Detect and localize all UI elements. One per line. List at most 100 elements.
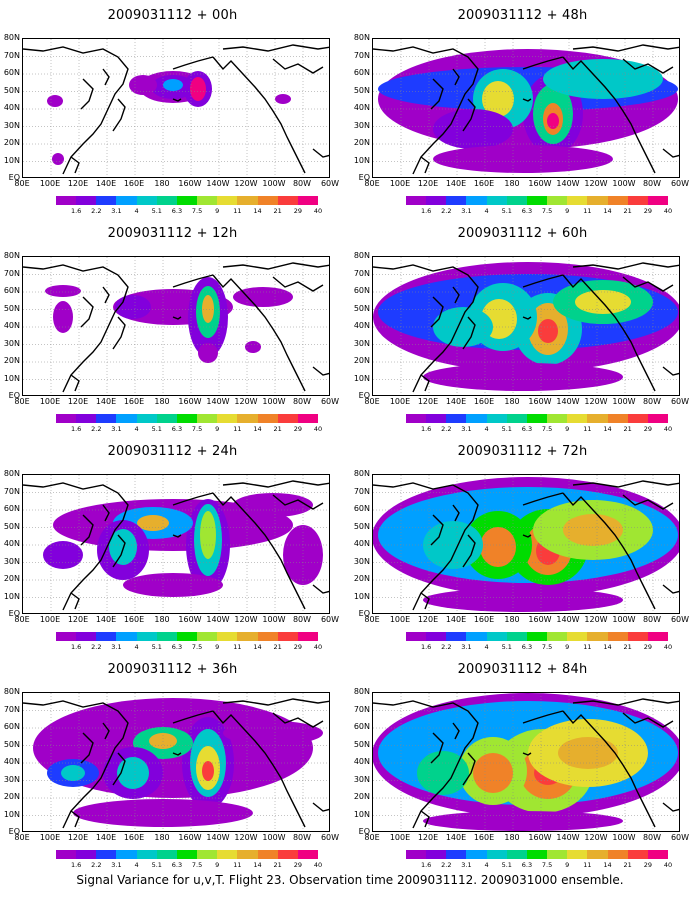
field-map-svg bbox=[23, 475, 329, 613]
longitude-tick-label: 60W bbox=[320, 615, 340, 624]
variance-contour-region bbox=[200, 511, 216, 559]
colorbar bbox=[406, 196, 669, 205]
map-plot-area bbox=[22, 474, 330, 614]
colorbar-level-label: 11 bbox=[583, 207, 592, 215]
coastline bbox=[222, 480, 329, 488]
coastline bbox=[222, 44, 329, 52]
colorbar-swatch bbox=[197, 414, 218, 423]
latitude-tick-label: 20N bbox=[3, 574, 20, 583]
colorbar-level-label: 5.1 bbox=[151, 207, 162, 215]
colorbar-level-label: 2.2 bbox=[441, 643, 452, 651]
colorbar-swatch bbox=[76, 414, 97, 423]
colorbar-level-label: 1.6 bbox=[70, 643, 82, 651]
colorbar-swatch bbox=[136, 196, 157, 205]
longitude-tick-label: 60W bbox=[670, 615, 690, 624]
latitude-tick-label: EQ bbox=[358, 827, 370, 836]
longitude-tick-label: 140E bbox=[445, 833, 467, 842]
coastline bbox=[172, 710, 214, 724]
longitude-tick-label: 160W bbox=[528, 833, 552, 842]
coastline bbox=[212, 710, 306, 828]
colorbar-swatch bbox=[547, 196, 568, 205]
longitude-axis: 80E 100E 120E 140E 160E 180 160W 140W 120W 100W 80… bbox=[14, 615, 344, 627]
field-map-svg bbox=[23, 693, 329, 831]
coastline bbox=[312, 802, 329, 812]
latitude-tick-label: 40N bbox=[3, 757, 20, 766]
coastline bbox=[562, 56, 656, 174]
colorbar-level-label: 4 bbox=[134, 643, 139, 651]
colorbar bbox=[406, 632, 669, 641]
latitude-tick-label: 20N bbox=[3, 356, 20, 365]
colorbar-level-label: 29 bbox=[643, 425, 652, 433]
longitude-tick-label: 120W bbox=[584, 397, 608, 406]
coastline bbox=[112, 534, 126, 568]
coastline bbox=[222, 262, 329, 270]
colorbar-swatch bbox=[567, 414, 588, 423]
longitude-tick-label: 100W bbox=[612, 833, 636, 842]
latitude-tick-label: 30N bbox=[353, 774, 370, 784]
latitude-tick-label: 60N bbox=[353, 68, 370, 77]
colorbar-swatch bbox=[587, 196, 608, 205]
colorbar-level-label: 2.2 bbox=[91, 425, 102, 433]
colorbar-swatch bbox=[197, 632, 218, 641]
longitude-tick-label: 120E bbox=[417, 397, 439, 406]
variance-contour-region bbox=[202, 761, 214, 781]
variance-contour-region bbox=[53, 301, 73, 333]
colorbar-swatch bbox=[156, 196, 177, 205]
latitude-tick-label: 80N bbox=[3, 33, 20, 42]
coastline bbox=[430, 514, 444, 546]
colorbar-level-label: 4 bbox=[134, 425, 139, 433]
colorbar bbox=[56, 632, 319, 641]
coastline bbox=[373, 264, 479, 393]
colorbar-swatch bbox=[406, 850, 427, 859]
longitude-tick-label: 80W bbox=[292, 397, 312, 406]
latitude-tick-label: 10N bbox=[353, 809, 370, 819]
latitude-tick-label: 10N bbox=[353, 155, 370, 165]
latitude-tick-label: 60N bbox=[3, 504, 20, 513]
longitude-tick-label: 80W bbox=[642, 397, 662, 406]
colorbar-swatch bbox=[426, 632, 447, 641]
variance-contour-region bbox=[563, 514, 623, 546]
colorbar-swatch bbox=[466, 632, 487, 641]
longitude-tick-label: 60W bbox=[670, 833, 690, 842]
colorbar-labels: 1.6 2.2 3.1 4 5.1 6.3 7.5 9 11 14 21 29 40 bbox=[56, 425, 322, 434]
latitude-tick-label: 80N bbox=[353, 687, 370, 696]
latitude-tick-label: EQ bbox=[8, 391, 20, 400]
longitude-tick-label: 180 bbox=[154, 397, 170, 406]
latitude-tick-label: 20N bbox=[353, 138, 370, 147]
colorbar-level-label: 5.1 bbox=[151, 425, 162, 433]
latitude-tick-label: 70N bbox=[3, 50, 20, 60]
coastline bbox=[272, 494, 324, 510]
coastline bbox=[102, 68, 110, 86]
longitude-tick-label: 120W bbox=[234, 615, 258, 624]
latitude-tick-label: 20N bbox=[353, 356, 370, 365]
longitude-tick-label: 100E bbox=[39, 397, 61, 406]
colorbar-swatch bbox=[56, 632, 77, 641]
colorbar-swatch bbox=[217, 196, 238, 205]
variance-contour-region bbox=[202, 295, 214, 323]
coastline bbox=[622, 494, 674, 510]
colorbar-labels: 1.6 2.2 3.1 4 5.1 6.3 7.5 9 11 14 21 29 40 bbox=[406, 425, 672, 434]
longitude-tick-label: 160E bbox=[123, 833, 145, 842]
colorbar-level-label: 7.5 bbox=[541, 861, 553, 869]
longitude-tick-label: 160W bbox=[178, 397, 202, 406]
colorbar-level-label: 4 bbox=[134, 207, 139, 215]
colorbar-swatch bbox=[116, 850, 137, 859]
colorbar-swatch bbox=[277, 632, 298, 641]
colorbar-swatch bbox=[237, 414, 258, 423]
coastline bbox=[212, 492, 306, 610]
longitude-tick-label: 100E bbox=[389, 833, 411, 842]
colorbar-level-label: 4 bbox=[484, 207, 489, 215]
longitude-tick-label: 120E bbox=[417, 833, 439, 842]
map-panel: 2009031112 + 36h 80N 70N 60N 50N 40N 30N 20N 10N… bbox=[0, 654, 345, 872]
colorbar-swatch bbox=[76, 632, 97, 641]
variance-contour-region bbox=[558, 737, 618, 769]
colorbar-swatch bbox=[486, 850, 507, 859]
coastline bbox=[430, 732, 444, 764]
colorbar-level-label: 2.2 bbox=[441, 861, 452, 869]
colorbar-swatch bbox=[647, 414, 669, 423]
latitude-tick-label: 60N bbox=[353, 286, 370, 295]
panel-title: 2009031112 + 00h bbox=[107, 8, 238, 23]
coastline bbox=[420, 156, 430, 174]
colorbar-level-label: 2.2 bbox=[441, 207, 452, 215]
longitude-tick-label: 120E bbox=[67, 833, 89, 842]
